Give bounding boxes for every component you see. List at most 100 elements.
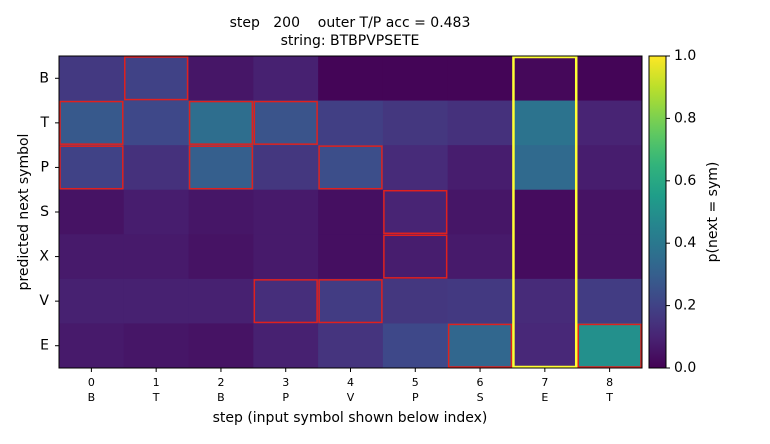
x-tick-symbol: B: [217, 391, 225, 404]
heatmap-cell: [318, 278, 384, 324]
cell-outline: [59, 145, 124, 190]
heatmap-cell: [447, 323, 513, 369]
cell-outline: [59, 100, 124, 145]
heatmap-cell: [318, 100, 384, 146]
colorbar-label: p(next = sym): [705, 162, 721, 263]
colorbar-tick-label: 0.4: [674, 235, 696, 251]
y-tick-label: E: [40, 338, 49, 354]
cell-outline: [383, 234, 448, 279]
heatmap-cell: [59, 234, 125, 280]
cell-outline: [188, 145, 254, 190]
heatmap-cell: [253, 56, 319, 102]
heatmap-cell: [577, 100, 643, 146]
heatmap-cell: [447, 56, 513, 102]
heatmap-cell: [577, 278, 643, 324]
heatmap-cell: [123, 323, 190, 369]
y-tick-label: S: [40, 204, 49, 220]
heatmap-cell: [123, 278, 190, 324]
y-axis-label: predicted next symbol: [16, 134, 32, 291]
heatmap-cell: [59, 278, 125, 324]
heatmap-cell: [447, 145, 513, 191]
colorbar: [648, 55, 667, 369]
column-highlight: [512, 55, 578, 369]
heatmap-cell: [577, 234, 643, 280]
colorbar-tick-label: 0.2: [674, 298, 696, 314]
heatmap-cell: [188, 145, 254, 191]
heatmap-cell: [188, 56, 254, 102]
x-tick-label: 3: [282, 376, 289, 389]
x-tick-symbol: V: [347, 391, 355, 404]
x-tick-symbol: T: [152, 391, 160, 404]
heatmap-cell: [447, 234, 513, 280]
cell-outline: [188, 100, 254, 145]
heatmap-cell: [123, 56, 190, 102]
heatmap-cell: [512, 323, 578, 369]
heatmap-cell: [253, 323, 319, 369]
x-tick-symbol: P: [282, 391, 289, 404]
heatmap-cell: [512, 145, 578, 191]
heatmap-cell: [123, 145, 190, 191]
heatmap-cell: [123, 100, 190, 146]
y-tick-label: V: [39, 293, 49, 309]
chart-subtitle: string: BTBPVPSETE: [281, 33, 420, 49]
x-tick-symbol: B: [88, 391, 96, 404]
heatmap-cell: [577, 189, 643, 235]
heatmap-cell: [253, 145, 319, 191]
x-tick-label: 0: [88, 376, 95, 389]
x-tick-label: 1: [153, 376, 160, 389]
heatmap-cell: [318, 145, 384, 191]
heatmap-cell: [59, 145, 125, 191]
x-tick-label: 2: [217, 376, 224, 389]
x-tick-label: 8: [606, 376, 613, 389]
heatmap-cell: [382, 278, 449, 324]
heatmap-cell: [382, 234, 449, 280]
heatmap-cell: [512, 56, 578, 102]
cell-outline: [318, 279, 383, 324]
heatmap-cell: [512, 234, 578, 280]
colorbar-tick-label: 0.6: [674, 173, 696, 189]
heatmap-cell: [318, 234, 384, 280]
heatmap-cell: [123, 189, 190, 235]
cell-outline: [124, 56, 189, 101]
cell-outline: [253, 100, 318, 145]
heatmap-cell: [382, 145, 449, 191]
x-tick-label: 5: [412, 376, 419, 389]
x-tick-symbol: E: [541, 391, 548, 404]
heatmap-cell: [318, 323, 384, 369]
heatmap-cell: [577, 145, 643, 191]
colorbar-tick-label: 1.0: [674, 48, 696, 64]
heatmap-cell: [253, 189, 319, 235]
heatmap-cell: [512, 100, 578, 146]
heatmap-cell: [512, 278, 578, 324]
colorbar-tick-label: 0.8: [674, 110, 696, 126]
y-tick-label: X: [39, 249, 49, 265]
heatmap-cell: [188, 278, 254, 324]
heatmap-cell: [318, 189, 384, 235]
cell-outline: [447, 323, 513, 368]
x-tick-symbol: S: [477, 391, 484, 404]
cell-outline: [253, 279, 318, 324]
heatmap-cell: [59, 323, 125, 369]
heatmap-cell: [188, 189, 254, 235]
heatmap-cell: [512, 189, 578, 235]
heatmap-cell: [447, 278, 513, 324]
y-tick-label: T: [39, 115, 49, 131]
x-tick-label: 7: [541, 376, 548, 389]
heatmap-cell: [577, 323, 643, 369]
x-tick-label: 4: [347, 376, 354, 389]
heatmap-cell: [59, 56, 125, 102]
y-tick-label: B: [39, 70, 49, 86]
heatmap-cell: [447, 100, 513, 146]
heatmap-cell: [382, 100, 449, 146]
x-axis-label: step (input symbol shown below index): [213, 410, 488, 426]
heatmap-cell: [188, 100, 254, 146]
heatmap-cell: [188, 323, 254, 369]
y-tick-label: P: [41, 159, 49, 175]
heatmap-cell: [382, 189, 449, 235]
heatmap-cell: [123, 234, 190, 280]
x-tick-symbol: P: [412, 391, 419, 404]
cell-outline: [577, 323, 642, 368]
heatmap-cell: [318, 56, 384, 102]
heatmap-cell: [253, 278, 319, 324]
